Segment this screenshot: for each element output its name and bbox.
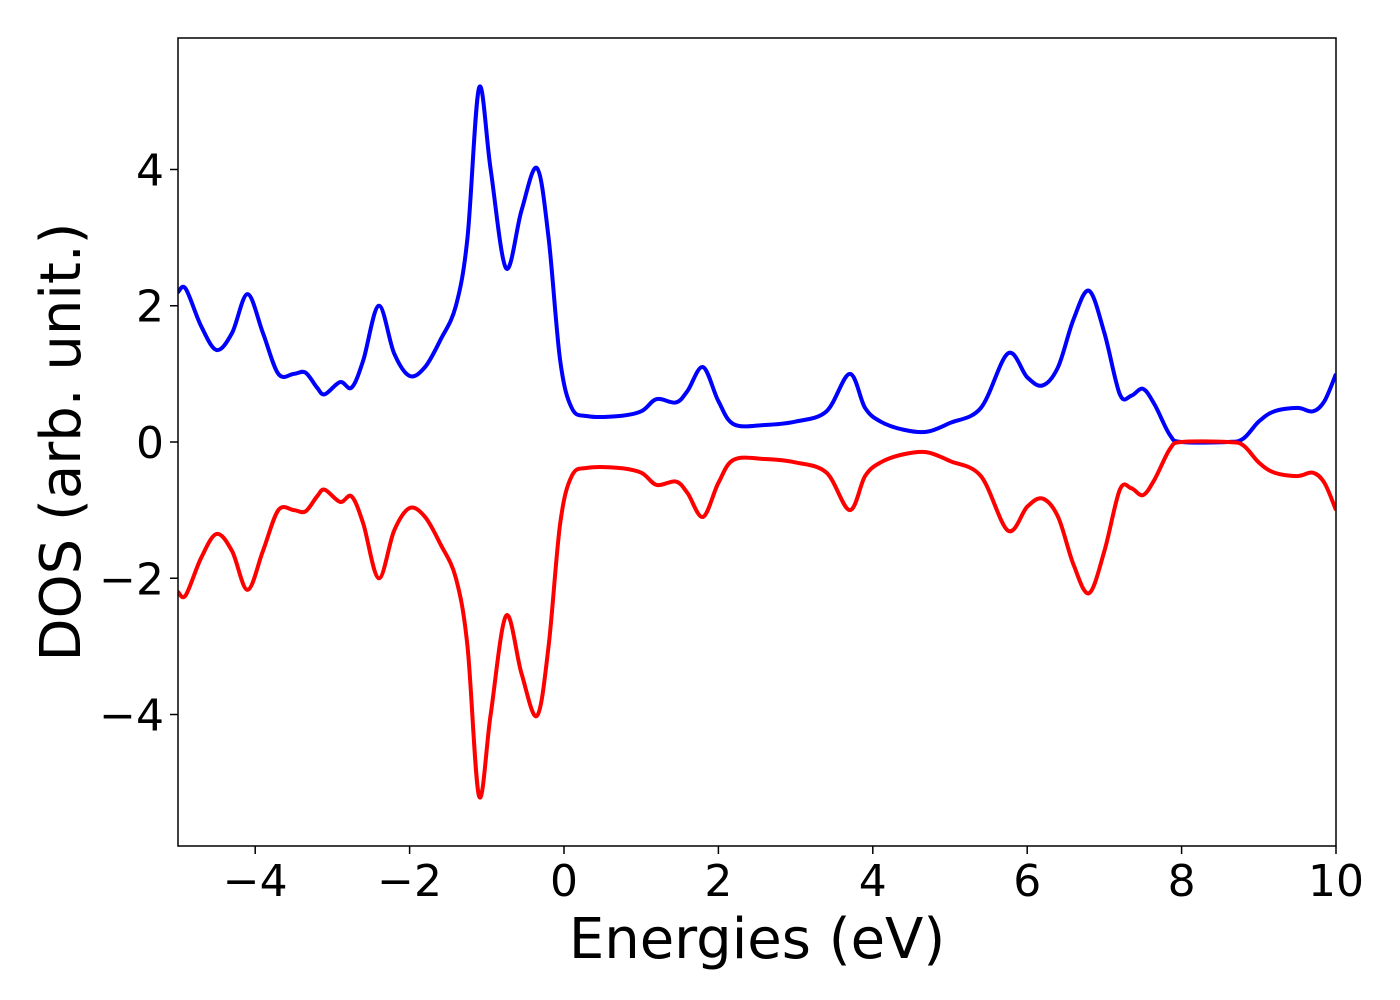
plot-frame — [177, 37, 1337, 847]
x-tick-label: 8 — [1168, 856, 1196, 907]
y-axis-label: DOS (arb. unit.) — [29, 222, 94, 661]
y-tick-label: 4 — [136, 145, 164, 196]
dos-line — [178, 439, 1336, 800]
y-tick-label: −4 — [99, 691, 164, 742]
x-tick-label: 10 — [1308, 856, 1364, 907]
x-tick-label: −4 — [223, 856, 288, 907]
x-axis-label: Energies (eV) — [569, 907, 945, 972]
x-tick-label: 0 — [550, 856, 578, 907]
x-tick-label: 2 — [704, 856, 732, 907]
dos-line — [178, 84, 1336, 445]
y-tick-label: 0 — [136, 418, 164, 469]
x-tick-label: 6 — [1013, 856, 1041, 907]
y-tick-label: 2 — [136, 282, 164, 333]
y-tick-label: −2 — [99, 554, 164, 605]
x-tick-label: −2 — [377, 856, 442, 907]
x-tick-label: 4 — [859, 856, 887, 907]
